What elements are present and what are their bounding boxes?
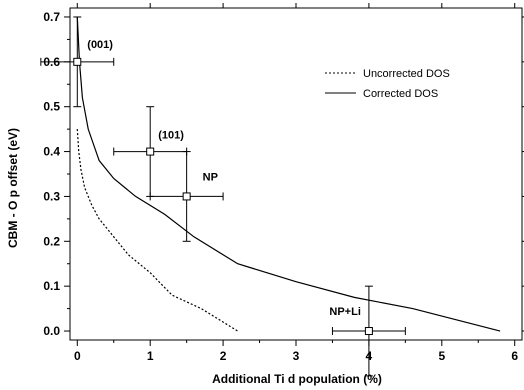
x-tick-label: 6 [511, 349, 518, 363]
y-tick-label: 0.3 [43, 189, 60, 203]
series-lines [76, 16, 501, 332]
plot-frame [69, 7, 523, 341]
point-annotation: (101) [158, 130, 184, 142]
x-tick-label: 3 [293, 349, 300, 363]
legend-label-corrected: Corrected DOS [363, 88, 438, 100]
series-line-uncorrected-dos [76, 129, 238, 332]
y-axis: 0.00.10.20.30.40.50.60.7 [43, 10, 524, 338]
y-tick-label: 0.5 [43, 100, 60, 114]
point-annotation: NP [203, 171, 218, 183]
x-tick-label: 0 [74, 349, 81, 363]
x-tick-label: 5 [438, 349, 445, 363]
x-axis: 0123456 [74, 3, 518, 363]
x-axis-title: Additional Ti d population (%) [212, 372, 382, 386]
data-points: (001) (101) NP NP+Li [40, 16, 406, 377]
data-point-marker [364, 327, 373, 336]
plot-border [69, 7, 523, 341]
y-tick-label: 0.2 [43, 234, 60, 248]
x-tick-label: 2 [220, 349, 227, 363]
point-annotation: NP+Li [329, 306, 360, 318]
data-point-marker [146, 147, 155, 156]
series-line-corrected-dos [76, 16, 501, 332]
point-annotation: (001) [87, 39, 113, 51]
y-tick-label: 0.4 [43, 145, 60, 159]
y-tick-label: 0.0 [43, 324, 60, 338]
y-tick-label: 0.7 [43, 10, 60, 24]
data-point-marker [73, 57, 82, 66]
legend-label-uncorrected: Uncorrected DOS [363, 68, 450, 80]
y-tick-label: 0.1 [43, 279, 60, 293]
x-tick-label: 1 [147, 349, 154, 363]
legend: Uncorrected DOS Corrected DOS [325, 68, 450, 100]
data-point-marker [182, 192, 191, 201]
y-axis-title: CBM - O p offset (eV) [6, 128, 20, 248]
